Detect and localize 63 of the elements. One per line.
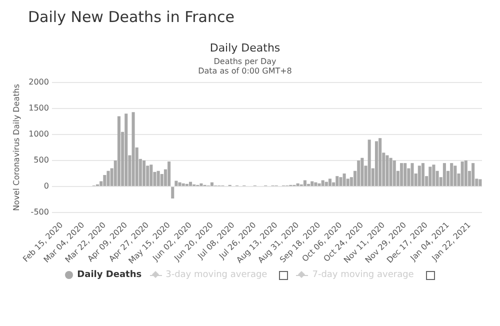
bar — [142, 160, 146, 186]
bar — [478, 179, 482, 186]
y-tick-label: 1500 — [28, 104, 49, 113]
bar — [472, 163, 475, 186]
bar — [360, 158, 364, 186]
bar — [392, 160, 396, 186]
bar — [368, 140, 371, 186]
bar — [400, 163, 404, 186]
bar — [386, 155, 389, 186]
bar — [296, 183, 300, 186]
bar — [171, 187, 174, 198]
bar — [321, 180, 324, 186]
bar — [307, 184, 310, 186]
bar — [464, 160, 468, 186]
bar — [460, 162, 464, 186]
bar — [106, 170, 110, 186]
bar — [339, 177, 342, 186]
bar — [421, 163, 425, 186]
text: Deaths per Day — [214, 57, 277, 66]
bar — [103, 175, 106, 186]
bar — [410, 163, 414, 186]
chart-subtitle: Daily Deaths — [210, 41, 280, 54]
bar — [336, 176, 339, 186]
bar — [314, 182, 318, 186]
y-tick-label: 500 — [34, 156, 49, 165]
y-tick-label: 0 — [44, 182, 49, 191]
bar — [156, 170, 160, 186]
bar — [303, 180, 306, 186]
bar — [324, 182, 328, 186]
legend-label: Daily Deaths — [77, 270, 142, 280]
bar — [188, 182, 192, 186]
bar — [357, 160, 360, 186]
bar — [454, 166, 457, 186]
bar — [418, 166, 421, 186]
bar — [124, 114, 128, 186]
bar — [374, 141, 378, 186]
bar — [378, 138, 382, 186]
y-tick-label: 2000 — [28, 77, 49, 86]
bar — [174, 180, 178, 186]
bar — [342, 173, 346, 186]
bar — [132, 112, 135, 186]
bar — [450, 163, 454, 186]
bar — [442, 163, 446, 186]
bar — [389, 158, 392, 186]
text: Data as of 0:00 GMT+8 — [198, 66, 292, 76]
bar — [210, 182, 214, 186]
bar — [185, 184, 188, 186]
bar — [117, 116, 120, 186]
chart-title: Daily New Deaths in France — [27, 8, 236, 28]
bar — [404, 163, 407, 186]
y-tick-label: -500 — [30, 208, 49, 217]
bar — [310, 181, 314, 186]
y-tick-label: 1000 — [28, 130, 49, 139]
bar — [432, 164, 436, 186]
bar — [182, 183, 185, 186]
bar — [428, 166, 432, 186]
bar — [178, 182, 182, 186]
bar — [318, 183, 321, 186]
y-axis-title: Novel Coronavirus Daily Deaths — [12, 84, 21, 211]
bar — [150, 164, 153, 186]
bar — [200, 183, 203, 186]
bar — [168, 162, 171, 186]
bar — [328, 178, 332, 186]
